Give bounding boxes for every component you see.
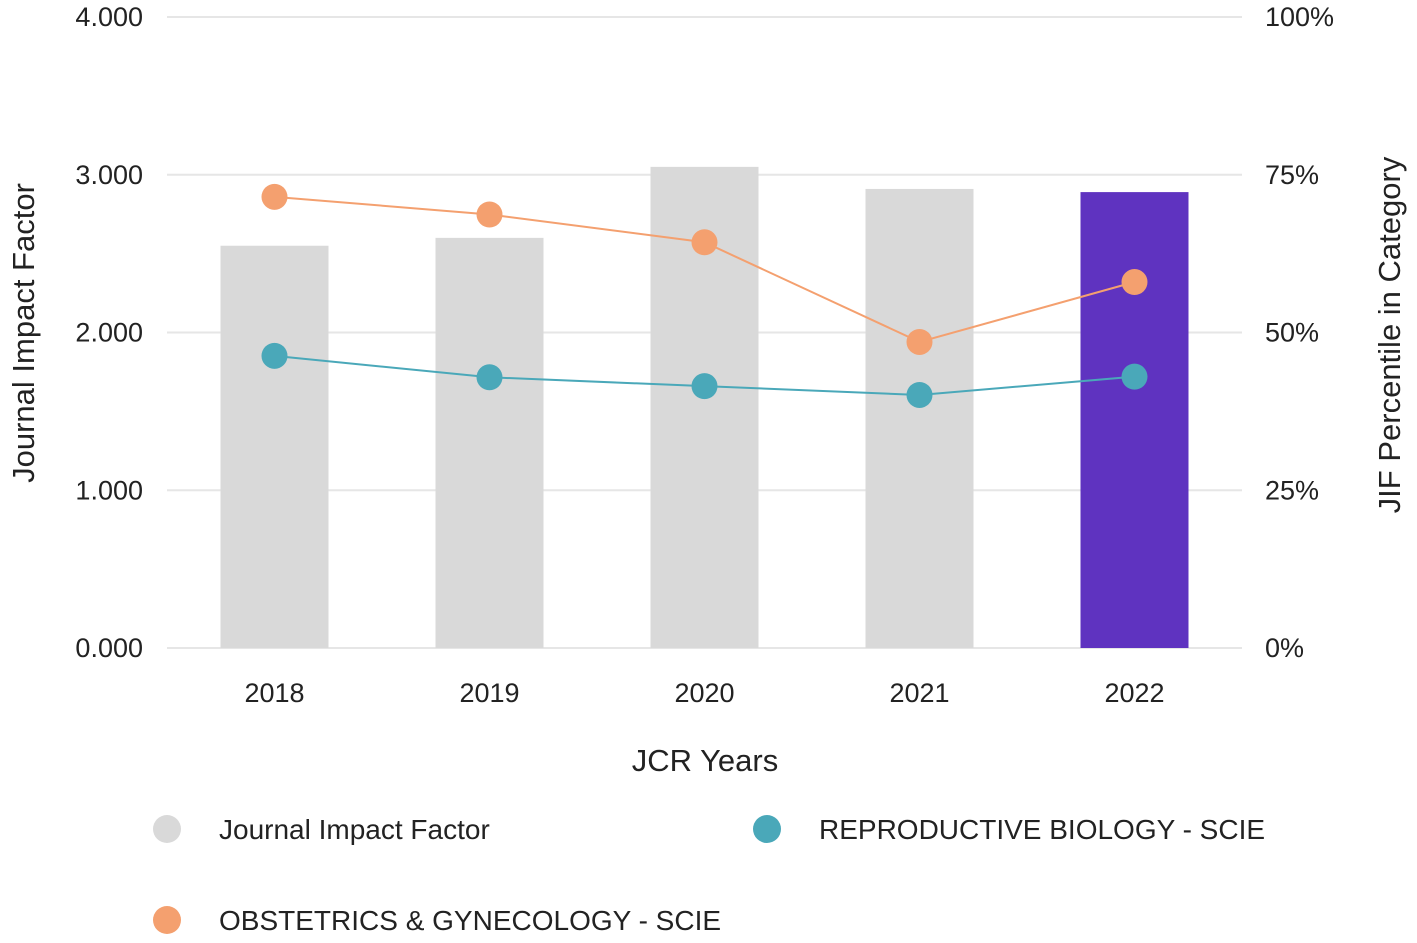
y-tick-label: 3.000 — [75, 160, 143, 190]
y2-axis-title: JIF Percentile in Category — [1372, 156, 1407, 513]
left-axis-ticks: 0.000 1.000 2.000 3.000 4.000 — [75, 2, 143, 663]
series-0-point-2019[interactable] — [476, 201, 503, 228]
bar-2019[interactable] — [435, 237, 544, 648]
series-0-point-2018[interactable] — [261, 183, 288, 210]
y-axis-title: Journal Impact Factor — [6, 183, 41, 483]
series-1-point-2020[interactable] — [691, 373, 718, 400]
x-tick-label: 2020 — [674, 678, 734, 708]
y2-tick-label: 50% — [1265, 318, 1319, 348]
series-1-point-2019[interactable] — [476, 364, 503, 391]
legend: Journal Impact Factor REPRODUCTIVE BIOLO… — [153, 814, 1265, 936]
y2-tick-label: 25% — [1265, 475, 1319, 505]
legend-label-jif: Journal Impact Factor — [219, 814, 490, 845]
series-1-point-2018[interactable] — [261, 342, 288, 369]
series-1-point-2022[interactable] — [1121, 363, 1148, 390]
series-0-point-2020[interactable] — [691, 229, 718, 256]
series-0-point-2022[interactable] — [1121, 269, 1148, 296]
legend-label-obstetrics: OBSTETRICS & GYNECOLOGY - SCIE — [219, 905, 721, 936]
x-tick-label: 2018 — [244, 678, 304, 708]
series-0-point-2021[interactable] — [906, 328, 933, 355]
y-tick-label: 4.000 — [75, 2, 143, 32]
x-axis-title: JCR Years — [632, 743, 778, 778]
bar-2022[interactable] — [1080, 192, 1189, 649]
x-tick-label: 2022 — [1104, 678, 1164, 708]
x-tick-label: 2019 — [459, 678, 519, 708]
bar-2018[interactable] — [220, 245, 329, 649]
y2-tick-label: 100% — [1265, 2, 1334, 32]
right-axis-ticks: 0% 25% 50% 75% 100% — [1265, 2, 1334, 663]
series-1-point-2021[interactable] — [906, 381, 933, 408]
y-tick-label: 2.000 — [75, 318, 143, 348]
y2-tick-label: 0% — [1265, 633, 1304, 663]
y-tick-label: 1.000 — [75, 475, 143, 505]
legend-swatch-reproductive-biology — [753, 815, 781, 843]
y-tick-label: 0.000 — [75, 633, 143, 663]
legend-label-reproductive-biology: REPRODUCTIVE BIOLOGY - SCIE — [819, 814, 1265, 845]
x-axis-ticks: 2018 2019 2020 2021 2022 — [244, 678, 1164, 708]
y2-tick-label: 75% — [1265, 160, 1319, 190]
x-tick-label: 2021 — [889, 678, 949, 708]
bars-group — [220, 166, 1189, 649]
legend-swatch-obstetrics — [153, 906, 181, 934]
lines-group — [261, 183, 1148, 408]
bar-2021[interactable] — [865, 188, 974, 648]
legend-swatch-jif — [153, 815, 181, 843]
